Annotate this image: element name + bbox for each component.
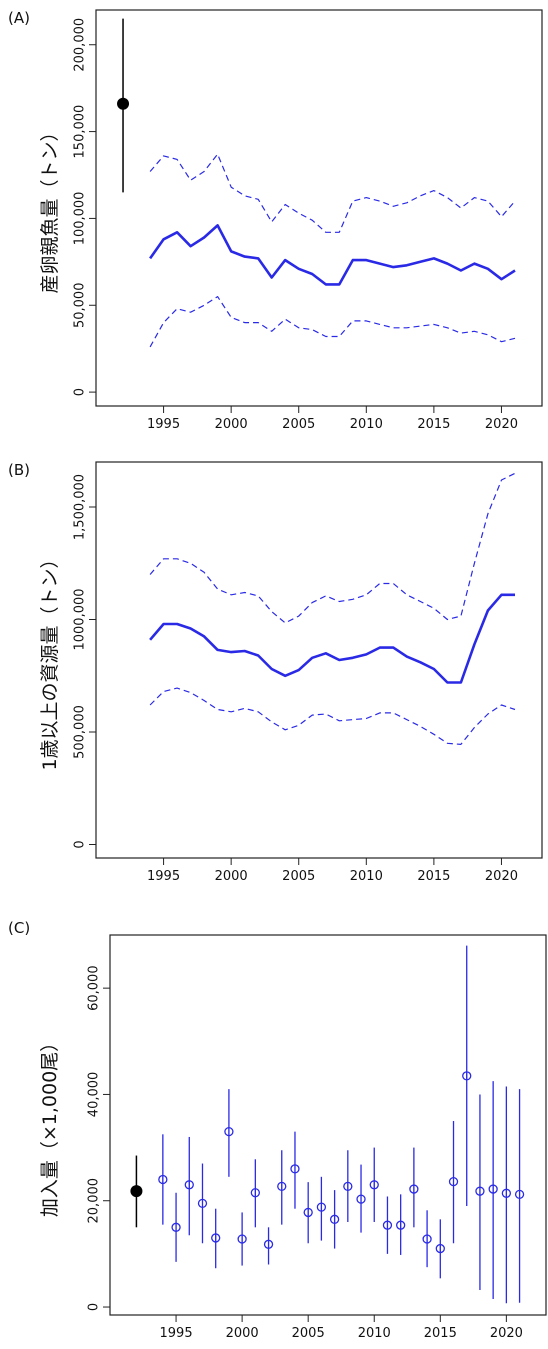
panel-b-x-ticks: 1995 2000 2005 2010 2015 2020: [147, 858, 518, 884]
panel-b-y-ticks: 0 500,000 1000,000 1,500,000: [73, 474, 96, 849]
panel-b-plot-frame: [95, 461, 543, 859]
y-tick-label: 40,000: [87, 1072, 102, 1118]
panel-b-chart: (B) 0 500,000 1000,000 1,500,000 1995 2000 20…: [8, 461, 543, 884]
series-line-bound: [149, 296, 516, 348]
panel-a-chart: (A) 0 50,000 100,000 150,000 200,000 1995 200…: [8, 9, 543, 432]
x-tick-label: 1995: [147, 869, 180, 884]
panel-label-a: (A): [8, 9, 30, 27]
x-tick-label: 2010: [358, 1326, 391, 1341]
x-tick-label: 2015: [417, 417, 450, 432]
panel-c-marks: [130, 945, 525, 1304]
series-line-bound: [149, 687, 516, 746]
panel-c-y-ticks: 0 20,000 40,000 60,000: [87, 965, 110, 1311]
y-tick-label: 0: [73, 840, 88, 848]
panel-a-y-axis-label: 産卵親魚量（トン）: [39, 122, 61, 293]
x-tick-label: 2000: [215, 869, 248, 884]
x-tick-label: 2005: [292, 1326, 325, 1341]
x-tick-label: 2005: [282, 417, 315, 432]
series-line-bound: [149, 153, 516, 233]
reference-point: [130, 1185, 143, 1198]
series-line-median: [149, 224, 516, 286]
x-tick-label: 2020: [485, 869, 518, 884]
y-tick-label: 150,000: [73, 105, 88, 159]
y-tick-label: 100,000: [73, 192, 88, 246]
panel-c-y-axis-label: 加入量（×1,000尾）: [39, 1033, 61, 1217]
panel-c-chart: (C) 0 20,000 40,000 60,000 1995 2000 2005 2010…: [8, 919, 547, 1341]
x-tick-label: 2020: [490, 1326, 523, 1341]
x-tick-label: 2010: [350, 417, 383, 432]
panel-b-y-axis-label: 1歳以上の資源量（トン）: [39, 549, 61, 770]
y-tick-label: 50,000: [73, 283, 88, 329]
y-tick-label: 1000,000: [73, 588, 88, 650]
panel-label-b: (B): [8, 461, 30, 479]
panel-label-c: (C): [8, 919, 30, 937]
x-tick-label: 2020: [485, 417, 518, 432]
x-tick-label: 2010: [350, 869, 383, 884]
x-tick-label: 1995: [160, 1326, 193, 1341]
x-tick-label: 2015: [417, 869, 450, 884]
reference-point: [117, 97, 130, 110]
series-line-median: [149, 593, 515, 684]
panel-a-y-ticks: 0 50,000 100,000 150,000 200,000: [73, 18, 96, 396]
panel-a-plot-frame: [95, 9, 543, 407]
x-tick-label: 2005: [282, 869, 315, 884]
y-tick-label: 20,000: [87, 1178, 102, 1224]
x-tick-label: 2015: [424, 1326, 457, 1341]
y-tick-label: 200,000: [73, 18, 88, 72]
panel-a-marks: [117, 18, 516, 348]
x-tick-label: 2000: [226, 1326, 259, 1341]
x-tick-label: 2000: [215, 417, 248, 432]
series-line-bound: [149, 472, 516, 624]
y-tick-label: 500,000: [73, 705, 88, 759]
panel-b-marks: [149, 472, 516, 746]
y-tick-label: 1,500,000: [73, 474, 88, 540]
y-tick-label: 0: [87, 1303, 102, 1311]
panel-a-x-ticks: 1995 2000 2005 2010 2015 2020: [147, 406, 518, 432]
x-tick-label: 1995: [147, 417, 180, 432]
y-tick-label: 0: [73, 388, 88, 396]
y-tick-label: 60,000: [87, 965, 102, 1011]
panel-c-plot-frame: [109, 934, 547, 1316]
panel-c-x-ticks: 1995 2000 2005 2010 2015 2020: [160, 1315, 523, 1341]
